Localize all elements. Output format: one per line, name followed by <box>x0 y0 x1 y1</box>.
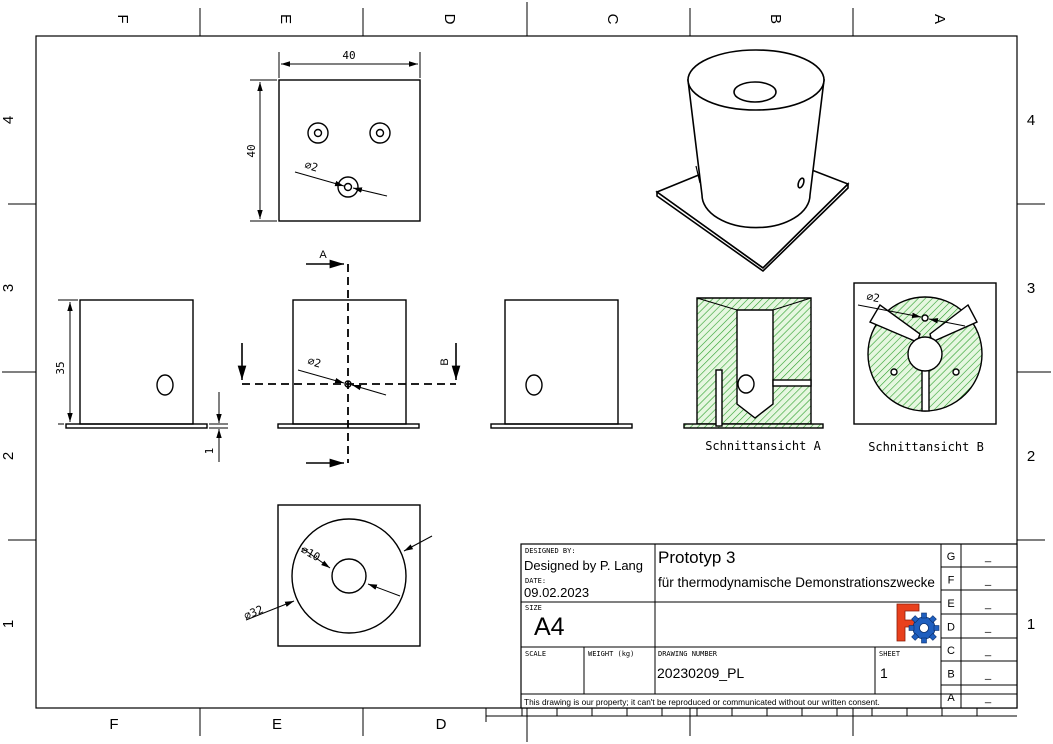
revision-letter: G <box>947 551 956 563</box>
top-view <box>250 52 421 222</box>
section-view-a <box>683 297 824 429</box>
revision-value: _ <box>984 575 992 587</box>
zone-letter-top: A <box>931 14 948 24</box>
revision-letter: D <box>947 622 955 634</box>
freecad-logo <box>896 603 940 644</box>
isometric-view <box>655 49 850 273</box>
caption-section-b: Schnittansicht B <box>868 440 984 454</box>
zone-numbers-left: 4 3 2 1 <box>0 116 17 628</box>
disclaimer: This drawing is our property; it can't b… <box>524 697 880 707</box>
scale-label: SCALE <box>525 650 546 658</box>
zone-letter-top: D <box>441 14 458 25</box>
section-mark-a: A <box>319 249 327 261</box>
revision-value: _ <box>984 692 992 704</box>
zone-number-left: 4 <box>0 116 17 124</box>
zone-letter-top: E <box>277 14 294 24</box>
zone-number-right: 4 <box>1027 112 1035 129</box>
zone-number-left: 3 <box>0 284 17 292</box>
revision-letter: A <box>947 692 955 704</box>
dim-side-height: 35 <box>54 361 67 374</box>
revision-letter: C <box>947 645 955 657</box>
section-view-b <box>853 282 997 425</box>
size-value: A4 <box>534 613 565 641</box>
drawing-subtitle: für thermodynamische Demonstrationszweck… <box>658 575 935 590</box>
date-value: 09.02.2023 <box>524 585 589 600</box>
revision-value: _ <box>984 551 992 563</box>
side-view-right <box>490 299 633 429</box>
drawing-number-value: 20230209_PL <box>657 665 744 681</box>
dim-top-width: 40 <box>342 49 355 62</box>
drawing-number-label: DRAWING NUMBER <box>658 650 718 658</box>
zone-letter-bottom: E <box>272 716 282 733</box>
bottom-view <box>245 504 433 647</box>
drawing-title: Prototyp 3 <box>658 548 736 567</box>
zone-number-left: 1 <box>0 620 17 628</box>
revision-table: G _ F _ E _ D _ C _ B _ A _ <box>947 551 992 704</box>
zone-letter-top: C <box>604 14 621 25</box>
title-block <box>520 543 1018 709</box>
revision-value: _ <box>984 622 992 634</box>
sheet-value: 1 <box>880 665 888 681</box>
zone-letter-bottom: D <box>436 716 447 733</box>
section-mark-b: B <box>439 358 451 365</box>
revision-letter: E <box>947 598 954 610</box>
weight-label: WEIGHT (kg) <box>588 650 634 658</box>
dim-front-hole: ⌀2 <box>306 354 322 370</box>
dim-base-thickness: 1 <box>203 448 216 455</box>
designed-by-value: Designed by P. Lang <box>524 558 643 573</box>
zone-number-right: 2 <box>1027 448 1035 465</box>
zone-letter-top: B <box>767 14 784 24</box>
revision-value: _ <box>984 598 992 610</box>
date-label: DATE: <box>525 577 546 585</box>
zone-number-left: 2 <box>0 452 17 460</box>
side-view-left <box>58 299 228 462</box>
sheet-label: SHEET <box>879 650 901 658</box>
dim-bottom-inner: ⌀10 <box>299 543 323 564</box>
section-arrows <box>237 259 461 468</box>
revision-value: _ <box>984 669 992 681</box>
caption-section-a: Schnittansicht A <box>705 439 821 453</box>
dim-top-height: 40 <box>245 144 258 157</box>
zone-number-right: 1 <box>1027 616 1035 633</box>
designed-by-label: DESIGNED BY: <box>525 547 576 555</box>
section-cut-lines <box>242 264 456 463</box>
revision-value: _ <box>984 645 992 657</box>
zone-letter-top: F <box>114 14 131 23</box>
revision-letter: F <box>948 575 955 587</box>
zone-numbers-right: 4 3 2 1 <box>1027 112 1035 633</box>
dim-bottom-outer: ⌀32 <box>242 603 265 623</box>
dim-top-hole: ⌀2 <box>303 158 319 174</box>
size-label: SIZE <box>525 604 542 612</box>
zone-number-right: 3 <box>1027 280 1035 297</box>
revision-letter: B <box>947 669 954 681</box>
dim-section-b-hole: ⌀2 <box>865 290 880 305</box>
zone-letter-bottom: F <box>109 716 118 733</box>
